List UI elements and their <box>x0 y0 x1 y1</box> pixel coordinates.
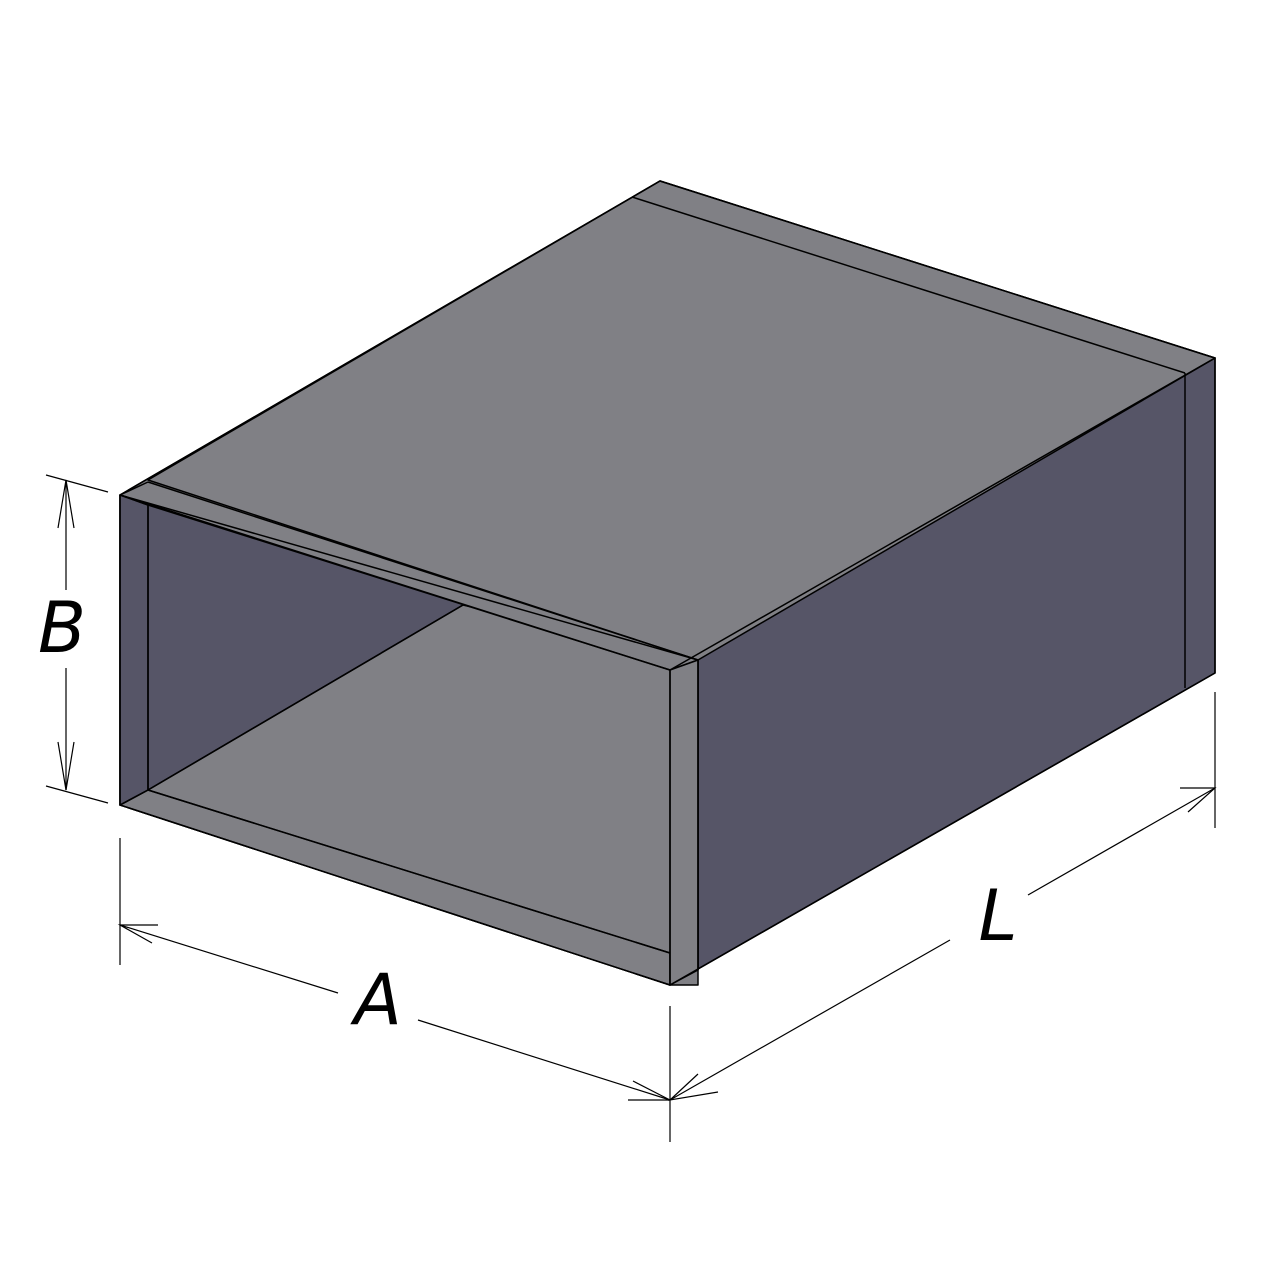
dim-l-arrow-bottom <box>668 1073 719 1101</box>
rim-inner-bottom-line <box>147 789 671 954</box>
front-rim-left <box>119 494 149 806</box>
dim-l-line-lower <box>669 939 951 1101</box>
dim-a-line-right <box>417 1019 671 1101</box>
dimension-a-label: A <box>350 959 402 1041</box>
dim-b-arrow-bottom <box>57 741 75 791</box>
dim-a-arrow-right <box>628 1080 671 1101</box>
dim-l-line-upper <box>1027 787 1216 896</box>
dim-a-line-left <box>119 924 339 994</box>
dimension-b <box>45 474 109 804</box>
rim-corner-bottom <box>119 789 149 806</box>
front-rim-right <box>669 659 699 986</box>
back-rim-top-line <box>631 196 1186 374</box>
dimension-b-label: B <box>38 587 86 669</box>
duct-edges <box>119 180 1216 986</box>
duct-body <box>119 180 1216 986</box>
dim-a-arrow-left <box>117 924 158 944</box>
dim-b-ext-bottom <box>45 785 109 804</box>
dimension-l <box>668 692 1217 1101</box>
dim-l-arrow-top <box>1180 787 1217 813</box>
dim-b-arrow-top <box>57 479 75 529</box>
dim-b-ext-top <box>45 474 109 493</box>
top-right-edge <box>669 357 1216 671</box>
dimension-a <box>117 838 671 1142</box>
inner-floor-edge <box>147 604 464 791</box>
top-front-edge <box>119 494 671 671</box>
rim-inner-top-line <box>147 481 699 661</box>
rim-corner-top <box>119 481 149 496</box>
dimension-l-label: L <box>979 875 1018 957</box>
